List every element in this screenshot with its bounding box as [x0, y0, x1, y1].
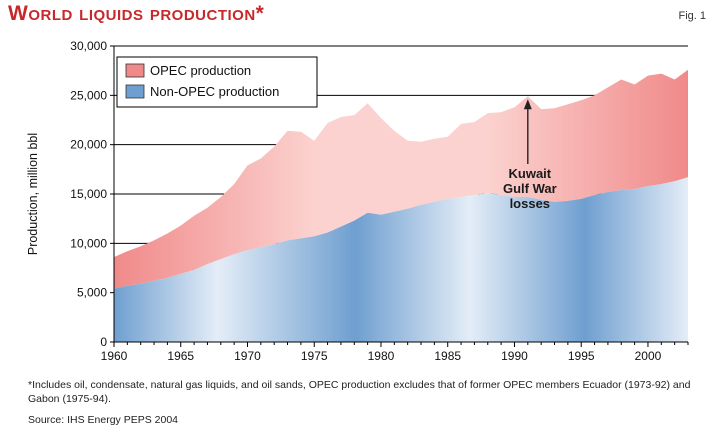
plot-areas	[114, 69, 688, 342]
x-tick-label: 1990	[501, 349, 528, 363]
annotation-text-line: Gulf War	[503, 181, 557, 196]
footnote: *Includes oil, condensate, natural gas l…	[28, 379, 691, 405]
source-note: Source: IHS Energy PEPS 2004	[28, 414, 178, 426]
y-tick-label: 0	[100, 335, 107, 349]
y-tick-label: 5,000	[77, 286, 107, 300]
x-tick-label: 1965	[167, 349, 194, 363]
y-tick-label: 25,000	[70, 88, 107, 102]
area-opec-production	[114, 69, 688, 289]
x-tick-label: 1980	[368, 349, 395, 363]
x-tick-label: 1995	[568, 349, 595, 363]
x-tick-label: 1970	[234, 349, 261, 363]
legend-label-opec: OPEC production	[150, 63, 251, 78]
y-axis-label: Production, million bbl	[26, 133, 40, 255]
y-tick-label: 10,000	[70, 236, 107, 250]
x-tick-label: 2000	[635, 349, 662, 363]
annotation-arrow-head	[523, 99, 532, 110]
area-non-opec-production	[114, 177, 688, 342]
legend-swatch-opec	[125, 63, 145, 78]
figure-label: Fig. 1	[678, 10, 706, 22]
legend-box	[116, 56, 318, 108]
annotation-text-line: losses	[510, 196, 550, 211]
y-tick-label: 15,000	[70, 187, 107, 201]
legend-label-non-opec: Non-OPEC production	[150, 84, 279, 99]
x-tick-label: 1985	[434, 349, 461, 363]
y-tick-label: 30,000	[70, 39, 107, 53]
y-tick-label: 20,000	[70, 138, 107, 152]
legend: OPEC production Non-OPEC production	[116, 56, 318, 108]
annotation-text-line: Kuwait	[509, 166, 552, 181]
axes: 0 5,000 10,000 15,000 20,000 25,000 30,000 1960…	[26, 39, 689, 363]
x-tick-label: 1975	[301, 349, 328, 363]
chart-title: World liquids production*	[8, 2, 265, 25]
legend-swatch-non-opec	[125, 84, 145, 99]
x-tick-label: 1960	[101, 349, 128, 363]
